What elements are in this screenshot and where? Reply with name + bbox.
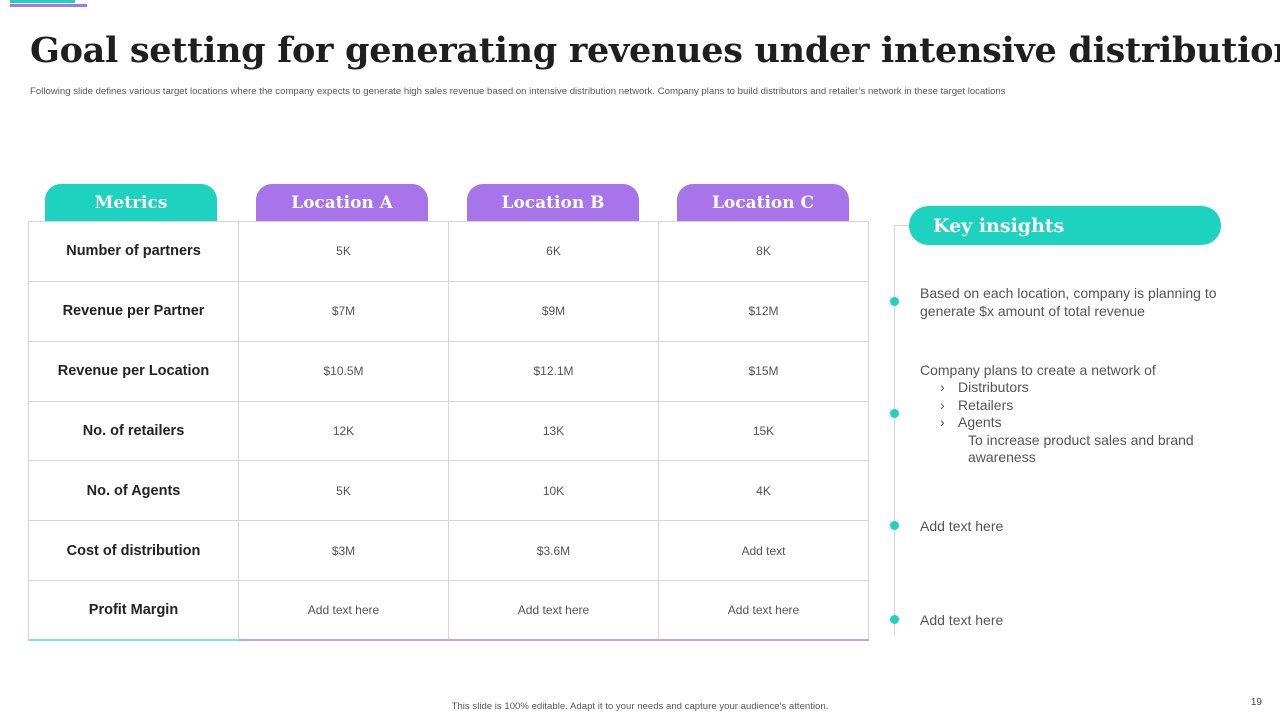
insight-item-3: Add text here xyxy=(920,518,1004,534)
footer-note: This slide is 100% editable. Adapt it to… xyxy=(451,701,829,712)
table-cell: $10.5M xyxy=(238,340,449,402)
metric-label: Revenue per Location xyxy=(28,340,239,402)
table-cell: 5K xyxy=(238,221,449,282)
tab-location-b: Location B xyxy=(467,184,639,222)
metric-label: Cost of distribution xyxy=(28,520,239,582)
timeline-dot-icon xyxy=(890,521,899,530)
table-cell: $12M xyxy=(658,280,869,342)
metric-label: Profit Margin xyxy=(28,580,239,642)
metrics-table: Number of partners 5K 6K 8K Revenue per … xyxy=(28,221,869,642)
insight-item-2-text: Company plans to create a network of xyxy=(920,362,1156,378)
timeline-dot-icon xyxy=(890,615,899,624)
tab-location-a: Location A xyxy=(256,184,428,222)
table-cell: Add text here xyxy=(658,580,869,642)
table-cell: $12.1M xyxy=(448,340,659,402)
accent-bar-purple xyxy=(10,4,87,7)
table-row: Revenue per Partner $7M $9M $12M xyxy=(28,280,869,342)
list-item: Distributors xyxy=(940,379,1240,397)
table-row: Cost of distribution $3M $3.6M Add text xyxy=(28,520,869,582)
table-cell: Add text xyxy=(658,520,869,582)
page-number: 19 xyxy=(1250,697,1262,708)
table-cell: Add text here xyxy=(448,580,659,642)
table-row: No. of Agents 5K 10K 4K xyxy=(28,460,869,522)
metric-label: No. of Agents xyxy=(28,460,239,522)
insight-sub-note: To increase product sales and brand awar… xyxy=(968,431,1194,466)
metric-label: No. of retailers xyxy=(28,400,239,462)
table-cell: 10K xyxy=(448,460,659,522)
table-row: Profit Margin Add text here Add text her… xyxy=(28,580,869,642)
table-cell: 12K xyxy=(238,400,449,462)
metric-label: Number of partners xyxy=(28,221,239,282)
slide-subtitle: Following slide defines various target l… xyxy=(30,86,1006,97)
accent-bar-teal xyxy=(10,0,75,3)
table-cell: $7M xyxy=(238,280,449,342)
timeline-line xyxy=(894,226,895,636)
table-cell: 5K xyxy=(238,460,449,522)
insight-item-2: Company plans to create a network of Dis… xyxy=(920,361,1240,467)
insight-bullet-list: Distributors Retailers Agents xyxy=(920,379,1240,432)
key-insights-header: Key insights xyxy=(909,206,1221,245)
slide-title: Goal setting for generating revenues und… xyxy=(30,30,1280,71)
table-cell: 4K xyxy=(658,460,869,522)
list-item: Agents xyxy=(940,414,1240,432)
table-header-tabs: Metrics Location A Location B Location C xyxy=(45,184,865,222)
tab-location-c: Location C xyxy=(677,184,849,222)
table-cell: 6K xyxy=(448,221,659,282)
table-row: Revenue per Location $10.5M $12.1M $15M xyxy=(28,340,869,402)
table-cell: 13K xyxy=(448,400,659,462)
metric-label: Revenue per Partner xyxy=(28,280,239,342)
table-cell: 15K xyxy=(658,400,869,462)
insight-item-4: Add text here xyxy=(920,612,1004,628)
insight-item-1: Based on each location, company is plann… xyxy=(920,285,1217,319)
timeline-connector xyxy=(894,225,910,226)
table-cell: $3.6M xyxy=(448,520,659,582)
table-row: No. of retailers 12K 13K 15K xyxy=(28,400,869,462)
table-cell: 8K xyxy=(658,221,869,282)
table-cell: Add text here xyxy=(238,580,449,642)
list-item: Retailers xyxy=(940,397,1240,415)
table-cell: $15M xyxy=(658,340,869,402)
table-cell: $9M xyxy=(448,280,659,342)
table-cell: $3M xyxy=(238,520,449,582)
table-row: Number of partners 5K 6K 8K xyxy=(28,221,869,282)
timeline-dot-icon xyxy=(890,409,899,418)
timeline-dot-icon xyxy=(890,297,899,306)
tab-metrics: Metrics xyxy=(45,184,217,222)
